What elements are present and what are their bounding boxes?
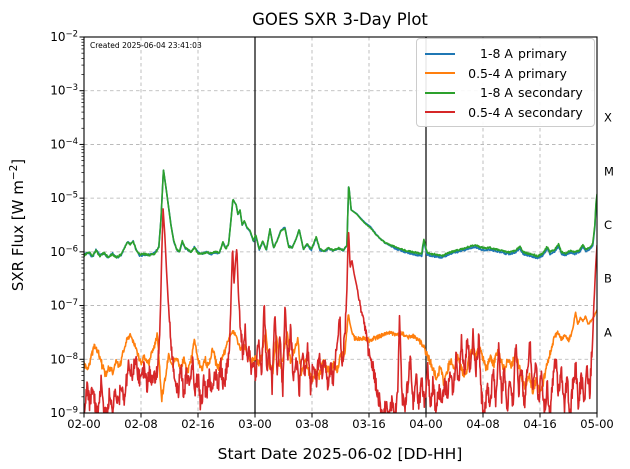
x-tick-label: 02-00 <box>67 417 100 431</box>
legend-kind: primary <box>518 46 567 61</box>
y-tick-label: 10−3 <box>50 83 78 98</box>
y-axis-label-end: ] <box>9 159 27 165</box>
flux-class-label: M <box>604 164 614 178</box>
y-tick-label: 10−8 <box>50 352 78 367</box>
x-tick-label: 04-16 <box>523 417 556 431</box>
tick-labels: 02-00 02-08 02-16 03-00 03-08 03-16 04-00 04-08… <box>50 30 614 432</box>
legend-item: 1-8 A secondary <box>423 83 587 102</box>
legend-kind: secondary <box>518 85 583 101</box>
series-group <box>84 169 597 413</box>
y-tick-label: 10−6 <box>50 244 78 259</box>
y-tick-label: 10−2 <box>50 30 78 45</box>
legend-channel: 1-8 A <box>480 85 513 101</box>
created-annotation: Created 2025-06-04 23:41:03 <box>90 41 202 50</box>
flux-class-labels: X M C B A <box>604 111 614 340</box>
legend-kind: secondary <box>518 104 583 120</box>
legend: 1-8 A primary 0.5-4 A primary 1-8 A seco… <box>416 38 595 127</box>
x-tick-label: 02-08 <box>124 417 157 431</box>
flux-class-label: B <box>604 272 612 286</box>
plot-border <box>83 36 598 414</box>
flux-class-label: C <box>604 218 612 232</box>
flux-class-label: X <box>604 111 612 125</box>
series-line-1-8-a-secondary <box>84 169 597 259</box>
x-tick-label: 03-00 <box>238 417 271 431</box>
legend-line-0-5-4-a-primary <box>425 72 455 75</box>
chart-title: GOES SXR 3-Day Plot <box>252 10 428 29</box>
legend-line-0-5-4-a-secondary <box>425 111 455 114</box>
series-line-0-5-4-a-secondary <box>84 208 597 413</box>
x-tick-label: 04-08 <box>466 417 499 431</box>
series-line-0-5-4-a-primary <box>84 309 597 403</box>
x-tick-label: 03-16 <box>352 417 385 431</box>
x-tick-label: 05-00 <box>580 417 613 431</box>
x-axis-label: Start Date 2025-06-02 [DD-HH] <box>218 445 463 463</box>
legend-line-1-8-a-secondary <box>425 91 455 94</box>
legend-kind: primary <box>518 65 567 81</box>
x-tick-label: 04-00 <box>409 417 442 431</box>
ticks <box>79 36 598 418</box>
legend-item: 0.5-4 A secondary <box>423 103 587 122</box>
legend-item: 0.5-4 A primary <box>423 64 587 83</box>
legend-item: 1-8 A primary <box>423 44 587 63</box>
x-tick-label: 03-08 <box>295 417 328 431</box>
y-tick-label: 10−9 <box>50 406 78 421</box>
legend-channel: 0.5-4 A <box>468 65 513 81</box>
y-tick-label: 10−5 <box>50 191 78 206</box>
y-axis-label: SXR Flux [W m−2] <box>8 159 27 291</box>
flux-class-label: A <box>604 325 612 339</box>
legend-channel: 1-8 A <box>480 46 513 61</box>
x-tick-label: 02-16 <box>181 417 214 431</box>
y-axis-label-main: SXR Flux [W m <box>9 180 27 291</box>
legend-channel: 0.5-4 A <box>468 104 513 120</box>
legend-line-1-8-a-primary <box>425 52 455 55</box>
y-tick-label: 10−4 <box>50 137 78 152</box>
y-axis-label-sup: −2 <box>8 165 20 180</box>
y-tick-label: 10−7 <box>50 298 78 313</box>
